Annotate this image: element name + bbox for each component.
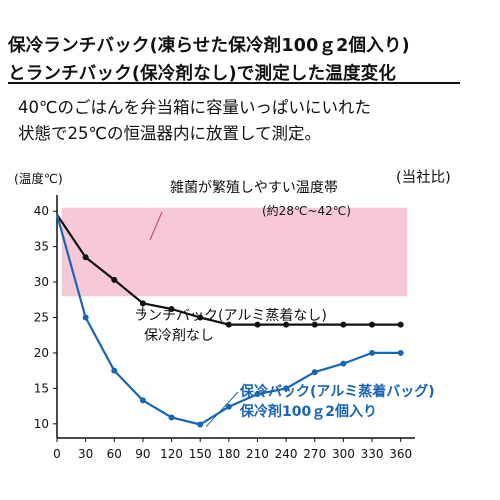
x-tick-label: 150 [189, 447, 212, 461]
series-1-point [168, 305, 175, 312]
x-tick-label: 330 [361, 447, 384, 461]
series-2-point [311, 369, 318, 376]
series-2-point [225, 403, 232, 410]
series-1-point [340, 321, 347, 328]
x-tick-label: 270 [303, 447, 326, 461]
chart-title-line1: 保冷ランチバック(凍らせた保冷剤100ｇ2個入り) [8, 36, 410, 56]
series-1-leader [141, 306, 144, 317]
series-1-point [311, 321, 318, 328]
series-2-point [254, 391, 261, 398]
series-1-label-line1: ランチバック(アルミ蒸着なし) [134, 308, 327, 324]
x-tick-label: 240 [275, 447, 298, 461]
series-2-point [111, 367, 118, 374]
series-2-point [283, 385, 290, 392]
x-tick-label: 180 [217, 447, 240, 461]
x-tick-label: 300 [332, 447, 355, 461]
description-line2: 状態で25℃の恒温器内に放置して測定。 [18, 124, 322, 143]
description-line1: 40℃のごはんを弁当箱に容量いっぱいにいれた [18, 98, 372, 117]
y-tick-label: 10 [34, 417, 49, 431]
series-1-point [283, 321, 290, 328]
series-1-point [369, 321, 376, 328]
series-2-point [168, 414, 175, 421]
series-2-point [397, 349, 404, 356]
series-1-point [111, 276, 118, 283]
y-axis-label: (温度℃) [14, 171, 63, 186]
series-2-point [340, 360, 347, 367]
chart-title-line2: とランチバック(保冷剤なし)で測定した温度変化 [8, 64, 397, 84]
series-2-label-line2: 保冷剤100ｇ2個入り [239, 403, 377, 421]
band-sublabel: (約28℃~42℃) [262, 203, 351, 218]
x-tick-label: 210 [246, 447, 269, 461]
series-1-point [139, 300, 146, 307]
series-1-label-line2: 保冷剤なし [144, 328, 214, 344]
band-label: 雑菌が繁殖しやすい温度帯 [170, 179, 338, 196]
series-2-label-line1: 保冷バック(アルミ蒸着バッグ) [239, 383, 435, 400]
x-tick-label: 60 [107, 447, 122, 461]
warning-band-layer [61, 207, 408, 297]
warning-band [61, 207, 408, 297]
x-tick-label: 0 [53, 447, 61, 461]
series-2-leader [205, 391, 239, 427]
source-note: (当社比) [396, 170, 451, 186]
series-layer [55, 214, 404, 428]
y-tick-label: 15 [34, 381, 49, 395]
series-1-point [197, 314, 204, 321]
annotation-layer: 雑菌が繁殖しやすい温度帯 (約28℃~42℃) ランチバック(アルミ蒸着なし) 保冷剤… [134, 179, 435, 427]
y-tick-label: 40 [34, 204, 49, 218]
axes-layer: 10 15 20 25 30 35 40 0 30 60 90 120 150 180 210 240 270 3… [34, 195, 415, 461]
y-tick-label: 25 [34, 311, 49, 325]
series-1-point [82, 254, 89, 261]
series-2-point [139, 397, 146, 404]
y-tick-label: 35 [34, 240, 49, 254]
series-2-point [82, 314, 89, 321]
series-2-point [197, 421, 204, 428]
series-1-point [397, 321, 404, 328]
series-2-point [369, 349, 376, 356]
x-tick-label: 30 [78, 447, 93, 461]
y-tick-label: 30 [34, 275, 49, 289]
x-tick-label: 360 [389, 447, 412, 461]
series-1-point [254, 321, 261, 328]
title-underline [8, 82, 460, 84]
x-tick-label: 90 [135, 447, 150, 461]
series-1-point [225, 321, 232, 328]
y-tick-label: 20 [34, 346, 49, 360]
band-pointer [149, 211, 163, 241]
x-tick-label: 120 [160, 447, 183, 461]
